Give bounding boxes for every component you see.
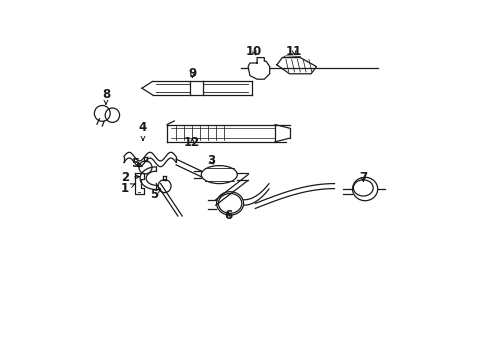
Text: 11: 11 bbox=[285, 45, 302, 58]
Text: 6: 6 bbox=[224, 209, 232, 222]
Text: 2: 2 bbox=[121, 171, 139, 184]
Text: 3: 3 bbox=[207, 154, 215, 167]
Text: 9: 9 bbox=[188, 67, 196, 80]
Text: 4: 4 bbox=[139, 121, 147, 140]
Text: 7: 7 bbox=[359, 171, 366, 184]
Text: 12: 12 bbox=[184, 136, 200, 149]
Text: 5: 5 bbox=[149, 188, 161, 201]
Text: 8: 8 bbox=[102, 88, 110, 104]
Text: 5: 5 bbox=[130, 157, 142, 170]
Text: 10: 10 bbox=[245, 45, 262, 58]
Text: 1: 1 bbox=[121, 182, 134, 195]
